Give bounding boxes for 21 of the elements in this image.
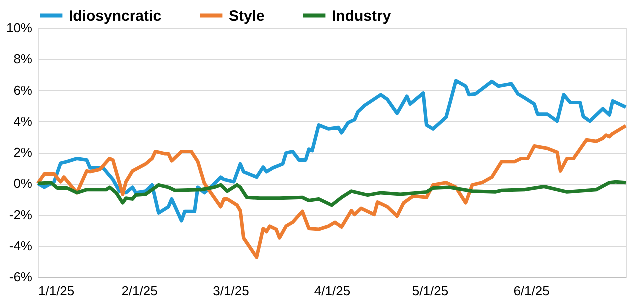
x-tick-label: 1/1/25 (38, 284, 75, 298)
y-tick-label: 0% (14, 176, 33, 192)
y-tick-label: -2% (9, 207, 33, 222)
legend-label: Industry (332, 8, 392, 25)
x-tick-label: 4/1/25 (314, 284, 351, 298)
y-tick-label: 10% (6, 20, 33, 36)
x-tick-label: 6/1/25 (514, 284, 550, 298)
line-series (36, 124, 628, 260)
y-tick-label: -6% (9, 270, 33, 284)
line-series (36, 79, 628, 223)
x-tick-label: 5/1/25 (412, 284, 449, 298)
y-tick-label: 8% (14, 52, 33, 67)
x-tick-label: 2/1/25 (122, 284, 158, 298)
y-tick-label: 2% (14, 145, 33, 160)
y-tick-label: 4% (14, 114, 33, 129)
legend-label: Style (229, 8, 265, 25)
x-tick-label: 3/1/25 (213, 284, 250, 298)
y-tick-label: 6% (14, 82, 33, 98)
y-tick-label: -4% (9, 238, 33, 254)
line-series (36, 180, 628, 208)
legend-label: Idiosyncratic (69, 8, 162, 25)
